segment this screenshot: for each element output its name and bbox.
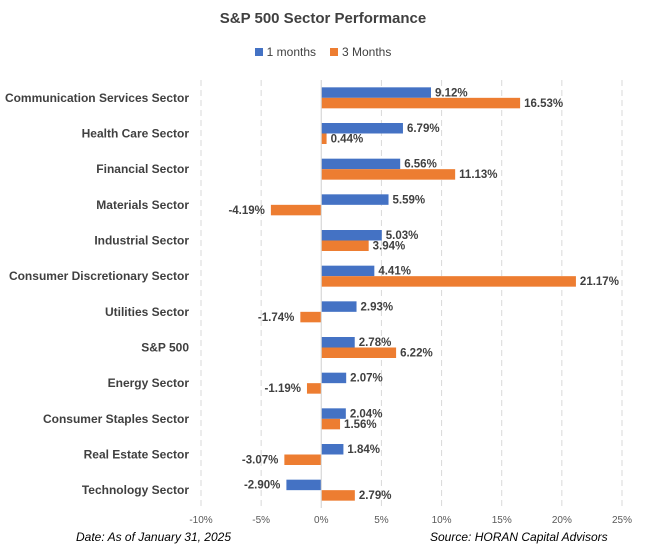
- bar-1-month: [321, 372, 347, 384]
- category-label: Consumer Discretionary Sector: [9, 269, 189, 283]
- bar-3-months: [321, 347, 397, 358]
- category-label: Real Estate Sector: [84, 448, 190, 462]
- bar-3-months: [321, 240, 369, 251]
- category-label: Health Care Sector: [82, 127, 190, 141]
- bar-1-month: [321, 123, 403, 134]
- data-label: 2.78%: [359, 337, 392, 349]
- x-tick-label: 25%: [612, 515, 632, 526]
- data-label: 16.53%: [524, 98, 563, 110]
- data-label: 9.12%: [435, 87, 468, 99]
- legend-entry-1-month: 1 months: [254, 45, 316, 59]
- legend-swatch-1-month: [254, 48, 263, 56]
- bar-3-months: [300, 311, 322, 323]
- x-tick-label: 0%: [314, 515, 329, 526]
- legend-entry-3-months: 3 Months: [330, 45, 391, 59]
- data-label: 21.17%: [580, 276, 619, 288]
- bar-1-month: [321, 158, 401, 170]
- x-tick-label: -5%: [252, 515, 270, 526]
- footer-date: Date: As of January 31, 2025: [76, 530, 231, 544]
- bar-1-month: [321, 337, 355, 348]
- data-label: 2.93%: [361, 301, 394, 313]
- x-tick-label: 5%: [374, 515, 389, 526]
- footer-source: Source: HORAN Capital Advisors: [430, 530, 608, 544]
- bar-1-month: [321, 87, 431, 98]
- category-label: Energy Sector: [108, 376, 190, 390]
- bar-3-months: [270, 204, 322, 216]
- category-label: Industrial Sector: [94, 234, 189, 248]
- data-label: -4.19%: [228, 205, 264, 217]
- bar-3-months: [306, 383, 322, 394]
- bar-3-months: [321, 97, 521, 109]
- bar-1-month: [286, 479, 322, 491]
- data-label: 5.59%: [393, 194, 426, 206]
- data-label: 2.04%: [350, 408, 383, 420]
- data-label: -2.90%: [244, 480, 280, 492]
- bar-3-months: [321, 490, 355, 501]
- bar-3-months: [321, 169, 456, 180]
- legend-label-3-months: 3 Months: [342, 45, 392, 59]
- category-label: Consumer Staples Sector: [43, 412, 189, 426]
- category-label: Utilities Sector: [105, 305, 189, 319]
- data-label: 1.56%: [344, 419, 377, 431]
- bar-3-months: [321, 133, 327, 144]
- bar-3-months: [321, 418, 341, 430]
- data-label: 11.13%: [459, 169, 497, 181]
- legend-label-1-month: 1 months: [266, 45, 316, 59]
- chart-title: S&P 500 Sector Performance: [219, 10, 427, 27]
- data-label: 6.56%: [404, 159, 437, 171]
- category-label: Communication Services Sector: [5, 91, 189, 105]
- data-label: 4.41%: [378, 266, 411, 278]
- x-tick-label: 15%: [492, 515, 512, 526]
- data-label: -3.07%: [242, 455, 278, 467]
- data-label: 3.94%: [373, 241, 406, 253]
- bar-1-month: [321, 301, 357, 312]
- bar-1-month: [321, 265, 375, 277]
- category-label: S&P 500: [141, 341, 189, 355]
- data-label: 6.22%: [400, 348, 433, 360]
- data-label: 2.79%: [359, 490, 392, 502]
- x-tick-label: -10%: [189, 515, 212, 526]
- bar-1-month: [321, 230, 382, 241]
- data-label: 2.07%: [350, 373, 383, 385]
- data-label: 6.79%: [407, 123, 440, 135]
- bar-1-month: [321, 194, 389, 205]
- data-label: -1.19%: [265, 383, 301, 395]
- bar-3-months: [284, 454, 322, 465]
- legend-swatch-3-months: [330, 48, 338, 56]
- data-label: -1.74%: [258, 312, 294, 324]
- x-tick-label: 20%: [552, 515, 572, 526]
- category-label: Materials Sector: [96, 198, 189, 212]
- bar-3-months: [321, 276, 576, 287]
- category-label: Technology Sector: [82, 483, 189, 497]
- legend: 1 months 3 Months: [0, 45, 646, 59]
- bar-1-month: [321, 444, 344, 455]
- category-label: Financial Sector: [96, 162, 189, 176]
- x-tick-label: 10%: [432, 515, 452, 526]
- data-label: 5.03%: [386, 230, 419, 242]
- bar-1-month: [321, 408, 346, 419]
- data-label: 0.44%: [331, 134, 364, 146]
- data-label: 1.84%: [347, 444, 380, 456]
